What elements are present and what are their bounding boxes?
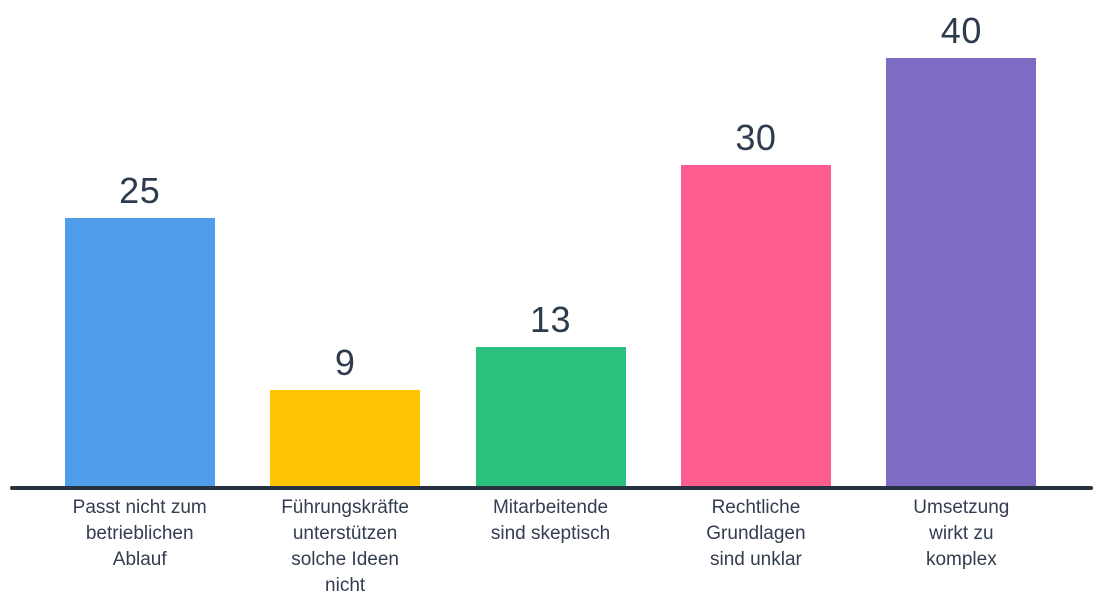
category-label: Umsetzung wirkt zu komplex (913, 497, 1010, 570)
bar-column: 25 (37, 171, 242, 486)
bar-column: 30 (653, 118, 858, 486)
x-axis-line (10, 486, 1093, 490)
category-label: Passt nicht zum betrieblichen Ablauf (72, 497, 207, 570)
bar-value-label: 25 (119, 170, 161, 211)
bar-column: 13 (448, 300, 653, 486)
category-label: Rechtliche Grundlagen sind unklar (706, 497, 806, 570)
bars-row: 25 9 13 30 40 (37, 0, 1064, 486)
category-labels-row: Passt nicht zum betrieblichen Ablauf Führ… (37, 495, 1064, 597)
bar-column: 9 (242, 343, 447, 486)
bar-value-label: 9 (334, 342, 356, 383)
bar (64, 218, 215, 486)
category-label: Führungskräfte unterstützen solche Ideen… (281, 497, 409, 596)
bar-value-label: 40 (940, 10, 982, 51)
bar-value-label: 13 (529, 299, 572, 340)
plot-area: 25 9 13 30 40 (37, 0, 1064, 486)
bar (680, 165, 831, 486)
bar (270, 390, 421, 486)
bar (886, 58, 1037, 486)
bar-value-label: 30 (735, 117, 777, 158)
bar-column: 40 (859, 11, 1064, 486)
bar (475, 347, 626, 486)
category-label: Mitarbeitende sind skeptisch (490, 497, 611, 544)
